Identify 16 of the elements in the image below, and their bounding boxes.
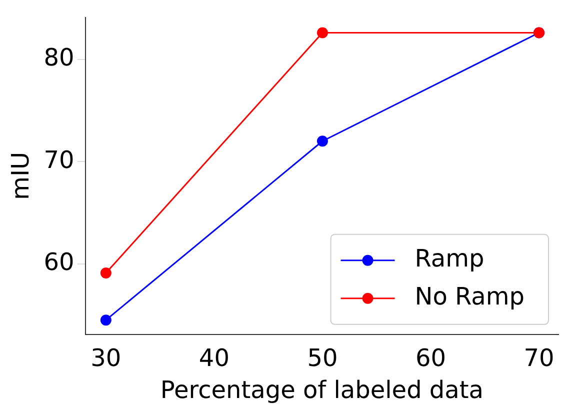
y-tick-label: 80 <box>44 44 74 72</box>
point <box>316 27 328 38</box>
x-tick-label: 50 <box>307 344 338 372</box>
y-axis-title: mIU <box>6 152 35 200</box>
legend-label: No Ramp <box>414 282 524 311</box>
x-tick-label: 60 <box>415 344 446 372</box>
point <box>100 268 112 279</box>
x-axis-title: Percentage of labeled data <box>160 376 484 404</box>
point <box>316 136 328 147</box>
x-tick-label: 30 <box>90 344 122 372</box>
legend-label: Ramp <box>414 244 484 273</box>
y-tick-label: 70 <box>44 146 74 174</box>
x-tick-label: 40 <box>198 344 230 372</box>
point <box>100 314 112 326</box>
x-tick-label: 70 <box>524 344 554 372</box>
y-tick-label: 60 <box>44 248 74 276</box>
